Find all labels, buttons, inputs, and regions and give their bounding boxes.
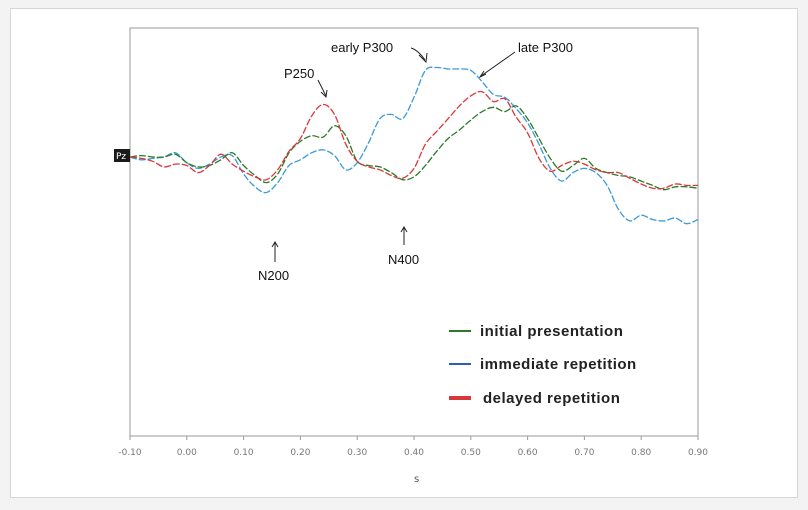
x-tick-labels: -0.10 0.00 0.10 0.20 0.30 0.40 0.50 0.60 0.70 0.8… (118, 436, 708, 458)
annotation-early-p300: early P300 (331, 40, 393, 55)
legend-label-delayed: delayed repetition (483, 390, 620, 407)
series-line-delayed-repetition (129, 90, 699, 190)
x-tick-label: 0.30 (347, 448, 367, 458)
legend-label-immediate: immediate repetition (480, 356, 637, 373)
x-tick-label: 0.90 (688, 448, 708, 458)
annotation-p250: P250 (284, 66, 314, 81)
plot-area (129, 27, 699, 437)
arrowhead-n400 (400, 226, 408, 233)
arrowhead-p250 (320, 89, 328, 99)
arrow-p250 (317, 79, 327, 97)
annotation-n400: N400 (388, 252, 419, 267)
annotation-late-p300: late P300 (518, 40, 573, 55)
x-axis-label: s (414, 474, 419, 485)
x-tick-label: 0.00 (177, 448, 197, 458)
x-tick-label: 0.70 (574, 448, 594, 458)
series-line-immediate-repetition (129, 66, 699, 225)
x-tick-label: 0.10 (234, 448, 254, 458)
arrowhead-n200 (271, 241, 279, 248)
x-tick-label: 0.60 (518, 448, 538, 458)
arrow-early-p300 (410, 47, 426, 61)
x-tick-label: 0.40 (404, 448, 424, 458)
x-tick-label: 0.80 (631, 448, 651, 458)
arrowhead-late-p300 (478, 70, 487, 79)
arrow-late-p300 (480, 51, 516, 77)
legend: initial presentation immediate repetitio… (449, 323, 637, 407)
channel-label-box (114, 149, 130, 162)
x-tick-label: 0.20 (290, 448, 310, 458)
x-tick-label: 0.50 (461, 448, 481, 458)
series-layer (129, 66, 699, 225)
annotation-n200: N200 (258, 268, 289, 283)
channel-label: Pz (116, 152, 126, 162)
annotations: early P300 late P300 P250 N200 N400 (258, 40, 573, 283)
x-tick-label: -0.10 (118, 448, 142, 458)
legend-label-initial: initial presentation (480, 323, 623, 340)
arrowhead-early-p300 (418, 52, 428, 64)
